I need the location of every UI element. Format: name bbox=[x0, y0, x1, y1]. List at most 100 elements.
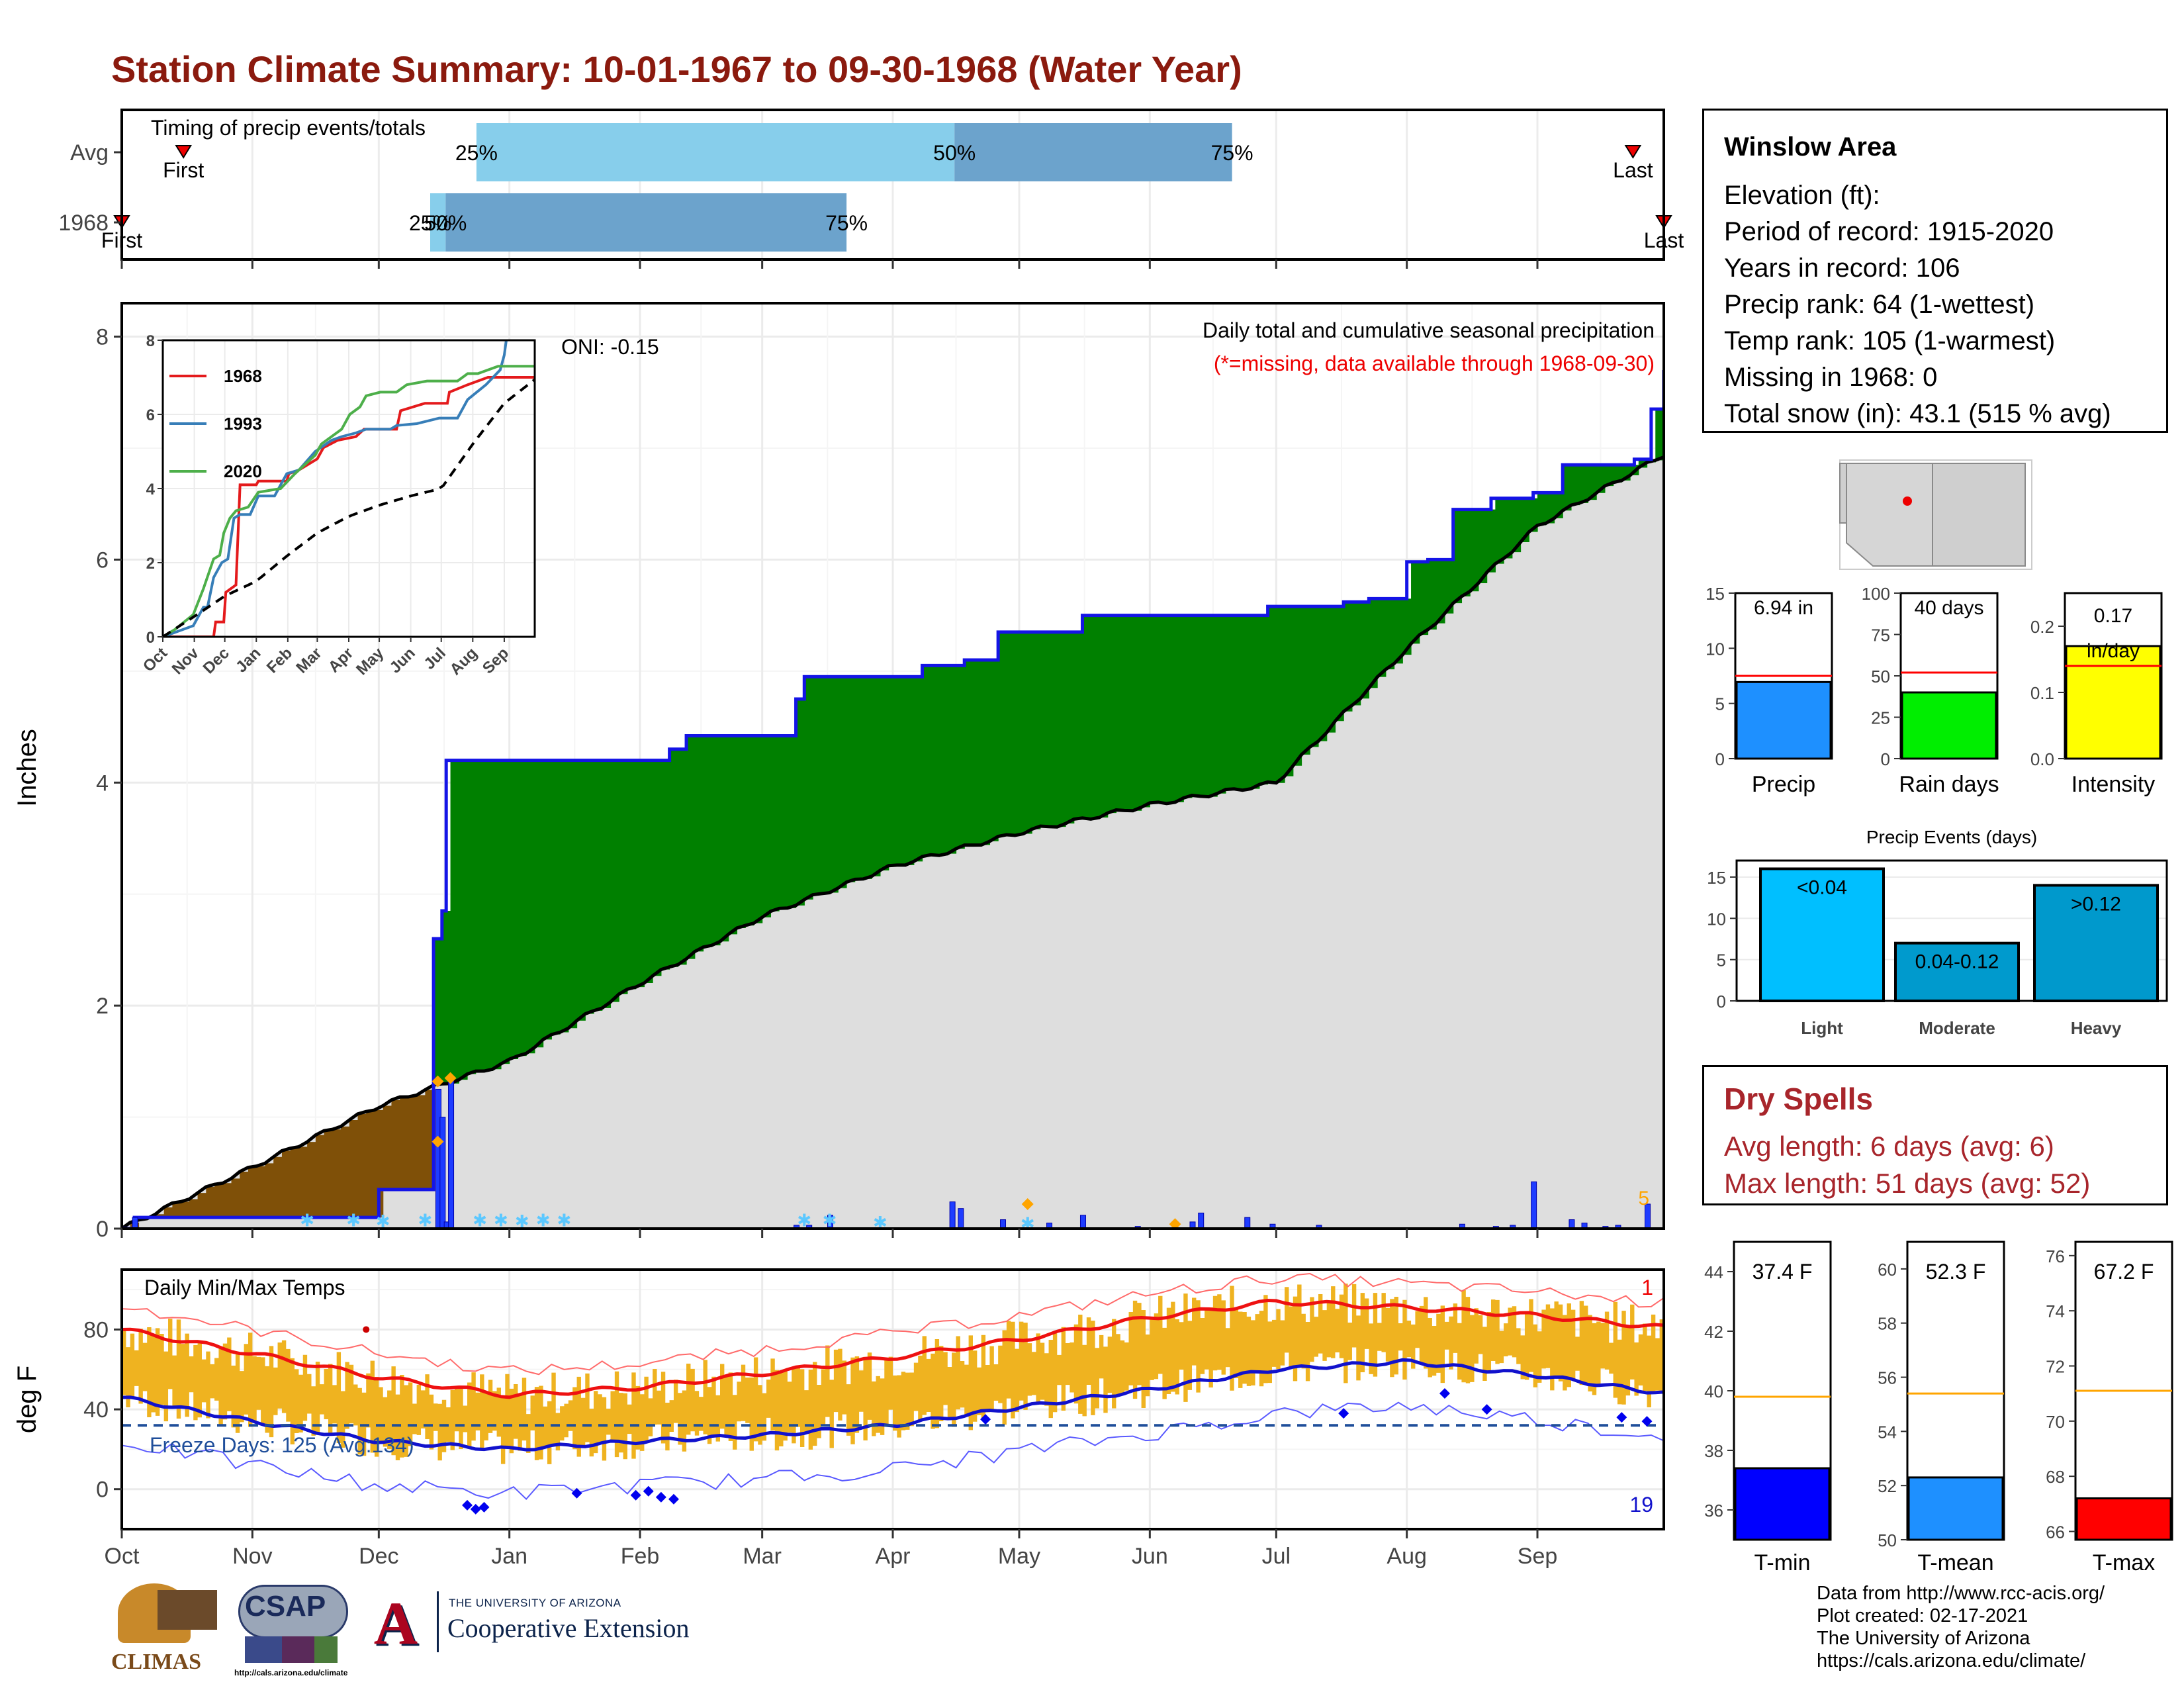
mini-bar-label: Rain days bbox=[1899, 772, 1999, 797]
temp-bar-y-tick-label: 56 bbox=[1878, 1368, 1897, 1388]
station-location-icon bbox=[1903, 496, 1912, 506]
event-bar-label: <0.04 bbox=[1797, 876, 1847, 898]
daily-precip-bar bbox=[1079, 1215, 1086, 1229]
x-tick-label: Dec bbox=[359, 1544, 398, 1569]
y-tick-label: 0 bbox=[96, 1477, 109, 1503]
temp-bar-y-tick-label: 76 bbox=[2046, 1246, 2065, 1266]
event-bar bbox=[2033, 884, 2159, 1002]
dry-max-line: Max length: 51 days (avg: 52) bbox=[1724, 1168, 2091, 1199]
y-axis-label: deg F bbox=[13, 1366, 42, 1433]
first-label: First bbox=[163, 158, 204, 182]
temp-bar bbox=[1734, 1467, 1831, 1541]
x-tick-label: Mar bbox=[743, 1544, 782, 1569]
timing-bar-25-50 bbox=[430, 193, 446, 252]
event-category-label: Heavy bbox=[2071, 1018, 2122, 1038]
snow-marker-icon: ✱ bbox=[300, 1211, 314, 1231]
ua-extension-name: Cooperative Extension bbox=[447, 1613, 690, 1643]
record-low-marker bbox=[478, 1501, 490, 1513]
landscape-icon bbox=[245, 1636, 338, 1663]
mini-y-tick-label: 0.2 bbox=[2030, 617, 2054, 637]
temp-bar bbox=[1907, 1476, 2004, 1541]
record-low-marker bbox=[643, 1485, 654, 1497]
dry-spells-title: Dry Spells bbox=[1724, 1082, 1873, 1116]
y-tick-label: 80 bbox=[83, 1317, 109, 1342]
temp-series bbox=[122, 1273, 1664, 1515]
mini-bar-label: Precip bbox=[1752, 772, 1815, 797]
climas-shape-icon bbox=[158, 1590, 217, 1630]
record-low-marker bbox=[1641, 1416, 1653, 1427]
temp-bar-y-tick-label: 60 bbox=[1878, 1260, 1897, 1280]
timing-bar-50-75 bbox=[954, 123, 1232, 181]
precip-panel: ✱ ✱ ✱ ✱ ✱ ✱ ✱ ✱ ✱ ✱ ✱ ✱ ✱ 0 2 4 6 8 Inches Daily total and … bbox=[13, 302, 1665, 1242]
inset-line-1993 bbox=[163, 340, 508, 637]
x-tick-label: Aug bbox=[1387, 1544, 1427, 1569]
temp-bar-y-tick-label: 66 bbox=[2046, 1523, 2065, 1542]
mini-bar bbox=[1901, 691, 1997, 760]
timing-label-75: 75% bbox=[1211, 141, 1253, 165]
above-avg-area bbox=[138, 370, 1664, 1220]
mini-bar bbox=[1735, 680, 1832, 760]
record-low-marker bbox=[630, 1489, 641, 1501]
avg-cumulative-line bbox=[122, 455, 1664, 1229]
inset-avg-line bbox=[163, 378, 535, 637]
credits: Data from http://www.rcc-acis.org/ Plot … bbox=[1817, 1582, 2105, 1672]
record-low-marker bbox=[462, 1499, 473, 1511]
missing-count-label: 5 bbox=[1638, 1188, 1649, 1209]
y-tick-label: 40 bbox=[83, 1397, 109, 1423]
csap-logo: CSAP http://cals.arizona.edu/climate bbox=[232, 1583, 351, 1683]
snow-marker-icon: ✱ bbox=[494, 1211, 508, 1231]
timing-bar-50-75 bbox=[445, 193, 847, 252]
daily-precip-bar bbox=[439, 1117, 446, 1229]
record-low-marker bbox=[571, 1487, 582, 1499]
inset-line-1968 bbox=[163, 376, 535, 637]
temp-bar-y-tick-label: 68 bbox=[2046, 1467, 2065, 1487]
snow-marker-icon: ✱ bbox=[797, 1211, 811, 1231]
y-tick-label: 6 bbox=[96, 547, 109, 573]
snow-marker-icon: ✱ bbox=[515, 1211, 529, 1231]
mini-bar-value-unit: in/day bbox=[2087, 640, 2140, 662]
record-low-marker bbox=[1616, 1412, 1627, 1423]
mini-y-tick-label: 0 bbox=[1715, 749, 1725, 769]
event-category-label: Light bbox=[1801, 1018, 1843, 1038]
mini-bar-value: 0.17 bbox=[2094, 605, 2132, 627]
csap-url: http://cals.arizona.edu/climate bbox=[234, 1668, 348, 1677]
mini-y-tick-label: 10 bbox=[1706, 639, 1725, 659]
temp-bar-value: 37.4 F bbox=[1752, 1260, 1813, 1284]
oni-label: ONI: -0.15 bbox=[561, 335, 659, 359]
y-axis-label: Inches bbox=[13, 729, 42, 807]
inset-y-tick-label: 0 bbox=[146, 629, 155, 647]
daily-precip-bar bbox=[132, 1217, 138, 1229]
page-title: Station Climate Summary: 10-01-1967 to 0… bbox=[111, 48, 1242, 90]
climas-wordmark: CLIMAS bbox=[111, 1650, 202, 1674]
inset-y-tick-label: 2 bbox=[146, 555, 155, 573]
daily-precip-bar bbox=[448, 1078, 455, 1229]
timing-label-50: 50% bbox=[424, 211, 467, 235]
first-marker-icon bbox=[175, 145, 192, 159]
temp-bar-value: 52.3 F bbox=[1926, 1260, 1986, 1284]
mini-y-tick-label: 50 bbox=[1871, 667, 1890, 686]
station-info-box: Winslow Area Elevation (ft): Period of r… bbox=[1702, 109, 2168, 433]
precip-event-marker bbox=[432, 1075, 444, 1088]
mini-y-tick-label: 5 bbox=[1715, 694, 1725, 714]
info-line: Total snow (in): 43.1 (515 % avg) bbox=[1724, 399, 2111, 428]
precip-panel-subtitle: (*=missing, data available through 1968-… bbox=[1214, 352, 1655, 375]
credit-line: Plot created: 02-17-2021 bbox=[1817, 1605, 2028, 1626]
events-y-tick-label: 0 bbox=[1717, 992, 1726, 1011]
inset-y-tick-label: 8 bbox=[146, 332, 155, 350]
info-line: Years in record: 106 bbox=[1724, 254, 1960, 283]
daily-precip-bar bbox=[1198, 1212, 1205, 1229]
mini-y-tick-label: 15 bbox=[1706, 584, 1725, 604]
credit-line: The University of Arizona bbox=[1817, 1628, 2030, 1649]
x-tick-label: Jun bbox=[1132, 1544, 1168, 1569]
mini-y-tick-label: 0.1 bbox=[2030, 683, 2054, 703]
precip-event-marker bbox=[444, 1072, 457, 1084]
climas-logo: CLIMAS bbox=[111, 1583, 217, 1676]
record-low-marker bbox=[470, 1503, 481, 1515]
temp-bar-y-tick-label: 38 bbox=[1704, 1441, 1723, 1461]
temp-bar-y-tick-label: 58 bbox=[1878, 1314, 1897, 1334]
x-tick-label: Jan bbox=[491, 1544, 527, 1569]
